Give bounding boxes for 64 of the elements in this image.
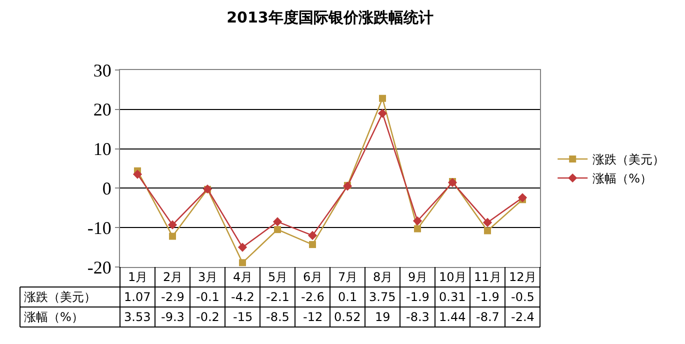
y-tick-label: -10 xyxy=(87,218,112,238)
x-tick-label: 12月 xyxy=(509,270,536,284)
legend-label: 涨幅（%） xyxy=(592,172,652,186)
legend-label: 涨跌（美元） xyxy=(592,152,665,167)
point xyxy=(168,220,178,230)
point xyxy=(412,216,422,226)
point xyxy=(379,94,386,102)
x-tick-label: 7月 xyxy=(338,270,358,284)
point xyxy=(274,226,281,234)
text: -0.5 xyxy=(511,290,534,304)
point xyxy=(272,217,282,226)
data-label: -2.4 xyxy=(511,310,534,324)
data-label: -8.3 xyxy=(406,310,430,324)
y-tick-label: 0 xyxy=(102,178,112,198)
x-tick-label: 1月 xyxy=(128,270,148,284)
point xyxy=(482,218,492,228)
y-tick-label: 20 xyxy=(93,100,112,120)
y-tick-label: 10 xyxy=(93,139,112,160)
data-label: 1.44 xyxy=(439,310,466,324)
text: 涨幅（%） xyxy=(24,310,84,324)
x-tick-label: 4月 xyxy=(233,270,253,284)
text: -1.9 xyxy=(406,290,430,304)
x-tick-label: 8月 xyxy=(373,270,393,284)
data-label: 0.52 xyxy=(334,310,361,324)
chart-title: 2013年度国际银价涨跌幅统计 xyxy=(226,8,434,26)
data-label: -8.7 xyxy=(476,310,500,324)
data-label: -12 xyxy=(303,310,323,324)
text: 涨跌（美元） xyxy=(24,290,96,304)
point xyxy=(308,230,318,240)
data-label: -0.2 xyxy=(196,310,220,324)
text: -0.1 xyxy=(196,290,220,304)
text: -2.1 xyxy=(266,290,290,304)
point xyxy=(484,227,491,234)
text: 3.75 xyxy=(369,290,396,304)
x-tick-label: 2月 xyxy=(163,270,183,284)
text: -2.6 xyxy=(301,290,324,304)
point xyxy=(238,242,248,252)
data-label: -8.5 xyxy=(266,310,290,324)
point xyxy=(378,108,388,118)
text: -2.9 xyxy=(161,290,184,304)
text: 0.1 xyxy=(338,290,358,304)
x-tick-label: 10月 xyxy=(439,270,466,284)
point xyxy=(132,170,142,179)
x-tick-label: 5月 xyxy=(268,270,288,284)
point xyxy=(414,225,421,232)
x-tick-label: 3月 xyxy=(198,270,218,284)
data-label: 19 xyxy=(375,310,390,324)
text: -4.2 xyxy=(231,290,254,304)
data-label: -15 xyxy=(233,310,253,324)
text: -1.9 xyxy=(476,290,500,304)
y-tick-label: 30 xyxy=(93,60,112,80)
x-tick-label: 9月 xyxy=(408,270,428,284)
text: 0.31 xyxy=(439,290,466,304)
data-label: -9.3 xyxy=(161,310,184,324)
data-label: 3.53 xyxy=(124,310,151,324)
x-tick-label: 6月 xyxy=(303,270,323,284)
text: 1.07 xyxy=(124,290,151,304)
x-tick-label: 11月 xyxy=(474,270,502,284)
point xyxy=(448,178,458,188)
point xyxy=(309,241,316,248)
point xyxy=(169,232,176,240)
y-tick-label: -20 xyxy=(87,257,112,278)
point xyxy=(518,193,528,202)
point xyxy=(239,259,246,266)
